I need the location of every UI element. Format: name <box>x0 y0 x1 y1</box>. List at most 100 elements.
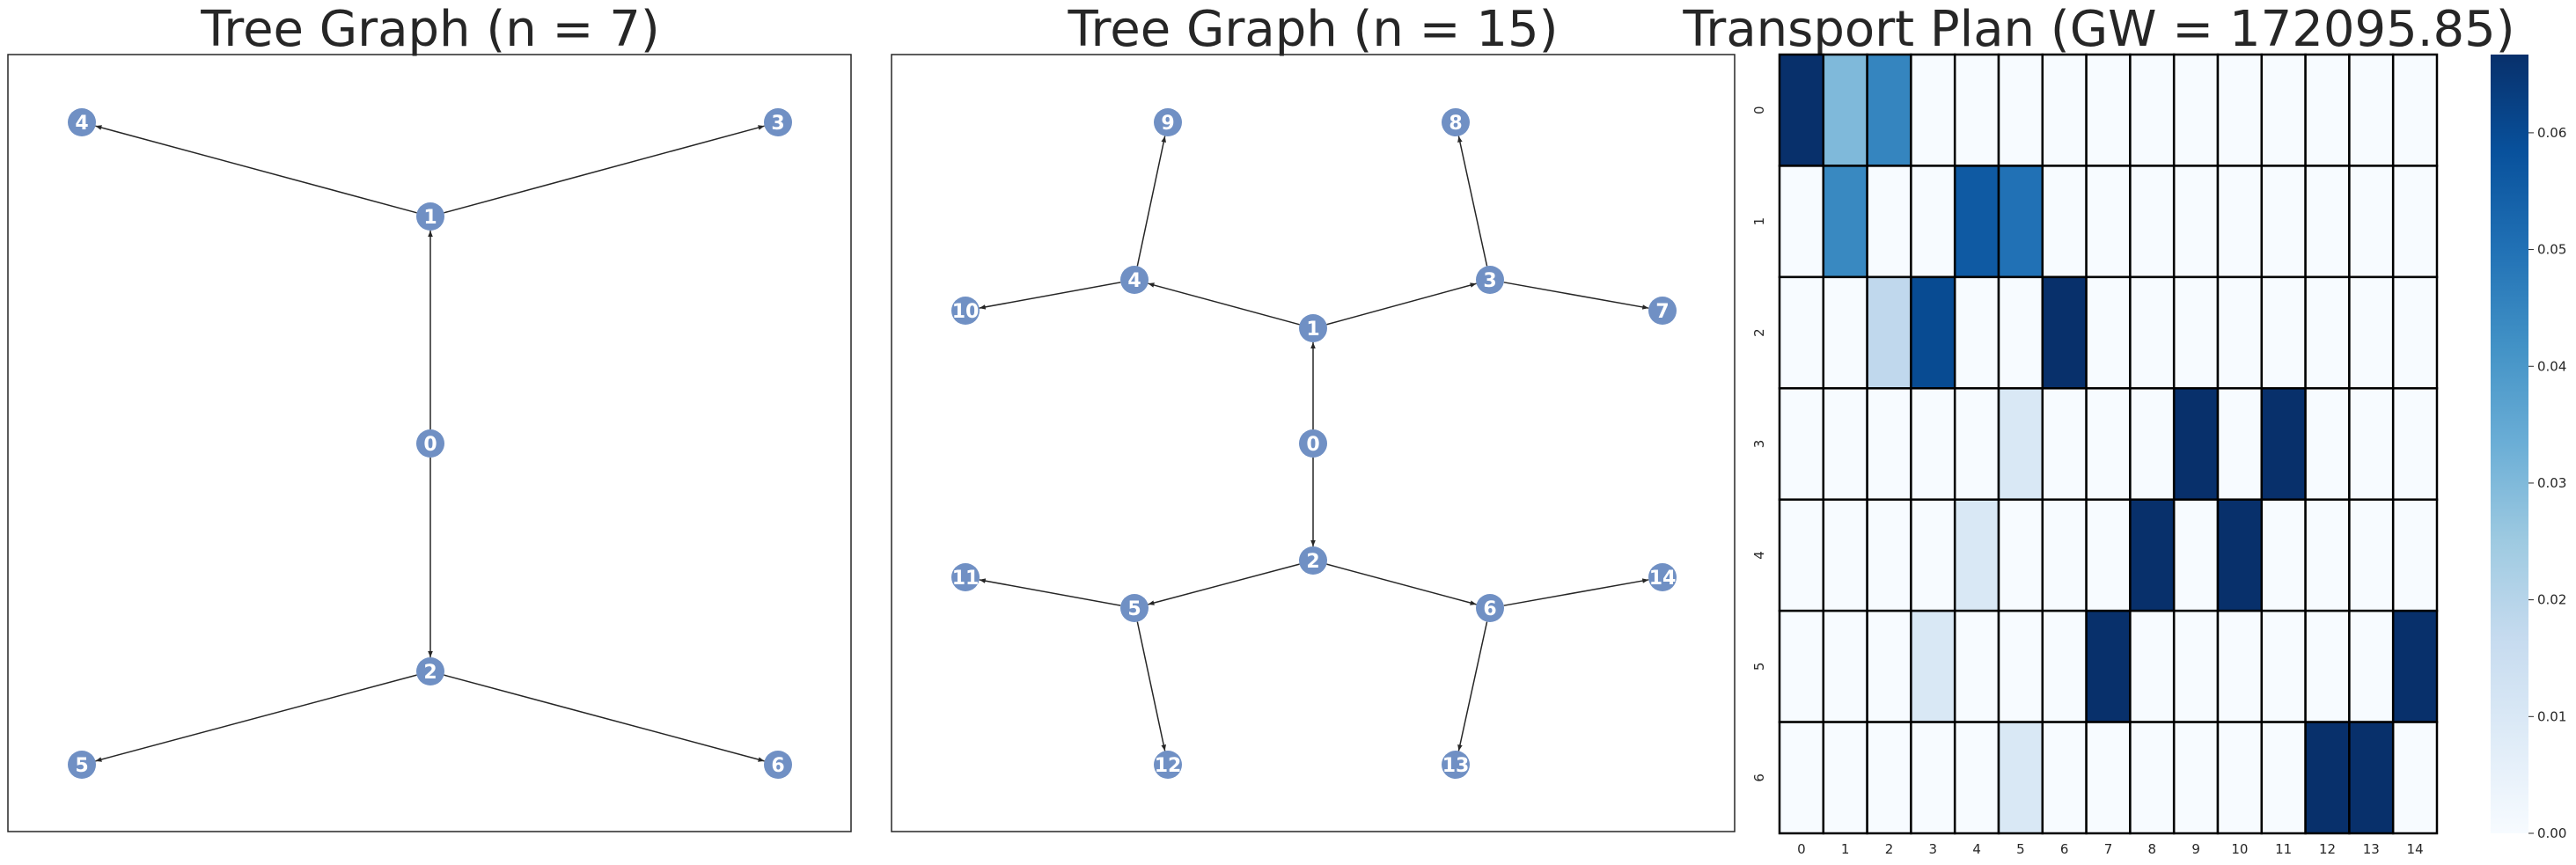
tree15-node-9-circle <box>1154 108 1182 136</box>
heatmap-x-tick-label: 0 <box>1797 841 1806 857</box>
heatmap-cell-1-0 <box>1778 165 1825 279</box>
tree7-node-3: 3 <box>764 108 792 136</box>
heatmap-cell-2-10 <box>2216 275 2264 390</box>
heatmap-cell-6-3 <box>1910 721 1956 835</box>
heatmap-cell-6-9 <box>2172 721 2220 835</box>
heatmap-y-tick-label: 5 <box>1751 663 1767 671</box>
colorbar <box>2491 55 2528 833</box>
tree7-node-1-circle <box>416 202 444 231</box>
tree15-node-6-circle <box>1476 594 1504 622</box>
heatmap-cell-3-14 <box>2391 387 2439 501</box>
heatmap-cell-4-7 <box>2085 498 2132 612</box>
tree15-node-12-label: 12 <box>1155 755 1182 777</box>
tree15-node-13-circle <box>1442 751 1470 779</box>
tree7-node-4-circle <box>68 108 96 136</box>
heatmap-cell-5-3 <box>1910 609 1956 723</box>
heatmap-cell-1-14 <box>2391 165 2439 279</box>
heatmap-y-ticks: 0 1 2 3 4 5 6 <box>1751 106 1767 781</box>
heatmap-cell-5-0 <box>1778 609 1825 723</box>
tree15-node-11-label: 11 <box>952 568 980 590</box>
heatmap-cell-4-13 <box>2348 498 2395 612</box>
tree7-node-3-circle <box>764 108 792 136</box>
heatmap-cell-5-4 <box>1953 609 2000 723</box>
tree15-node-2-circle <box>1299 546 1327 575</box>
tree15-edge-4-10 <box>979 282 1121 310</box>
heatmap-cell-1-8 <box>2129 165 2176 279</box>
heatmap-cell-3-13 <box>2348 387 2395 501</box>
heatmap-cell-2-9 <box>2172 275 2220 390</box>
heatmap-cell-6-13 <box>2348 721 2395 835</box>
heatmap-cell-3-5 <box>1997 387 2044 501</box>
tree-graph-15-edges <box>979 136 1649 751</box>
tree-graph-7-panel: Tree Graph (n = 7) 0 1 2 3 4 5 6 <box>7 1 852 832</box>
heatmap-cell-4-8 <box>2129 498 2176 612</box>
heatmap-y-tick-label: 3 <box>1751 440 1767 449</box>
heatmap-cell-3-1 <box>1822 387 1868 501</box>
heatmap-cell-6-0 <box>1778 721 1825 835</box>
heatmap-cell-0-10 <box>2216 53 2264 167</box>
tree15-node-10-circle <box>951 297 980 325</box>
heatmap-cell-2-13 <box>2348 275 2395 390</box>
tree15-node-9: 9 <box>1154 108 1182 136</box>
heatmap-cell-4-9 <box>2172 498 2220 612</box>
tree7-node-2-label: 2 <box>423 662 437 684</box>
heatmap-cell-0-1 <box>1822 53 1868 167</box>
heatmap-cell-3-12 <box>2304 387 2351 501</box>
tree15-edge-1-4 <box>1148 282 1300 326</box>
tree15-node-5-label: 5 <box>1127 598 1141 620</box>
heatmap-x-tick-label: 9 <box>2191 841 2200 857</box>
heatmap-cell-5-9 <box>2172 609 2220 723</box>
tree7-edge-1-4 <box>95 125 417 214</box>
heatmap-cell-2-0 <box>1778 275 1825 390</box>
heatmap-y-tick-label: 1 <box>1751 217 1767 226</box>
heatmap-cells <box>1778 53 2439 835</box>
tree7-edge-1-3 <box>444 125 765 214</box>
tree7-node-0-label: 0 <box>423 434 437 456</box>
tree15-edge-6-13 <box>1457 621 1488 751</box>
heatmap-cell-5-6 <box>2041 609 2088 723</box>
tree7-node-4-label: 4 <box>75 113 88 135</box>
heatmap-cell-4-10 <box>2216 498 2264 612</box>
tree7-edge-2-6 <box>444 674 765 762</box>
heatmap-cell-6-8 <box>2129 721 2176 835</box>
tree15-node-13: 13 <box>1442 751 1470 779</box>
heatmap-cell-1-7 <box>2085 165 2132 279</box>
tree7-node-3-label: 3 <box>771 113 784 135</box>
tree15-node-8: 8 <box>1442 108 1470 136</box>
heatmap-cell-2-1 <box>1822 275 1868 390</box>
tree15-node-6-label: 6 <box>1483 598 1496 620</box>
heatmap-cell-1-9 <box>2172 165 2220 279</box>
tree15-node-12-circle <box>1154 751 1182 779</box>
colorbar-tick-label: 0.00 <box>2537 825 2566 841</box>
heatmap-cell-6-2 <box>1866 721 1912 835</box>
tree7-node-2: 2 <box>416 657 444 685</box>
heatmap-cell-1-13 <box>2348 165 2395 279</box>
tree-graph-15-title: Tree Graph (n = 15) <box>1067 1 1558 58</box>
heatmap-cell-4-14 <box>2391 498 2439 612</box>
tree15-edge-5-12 <box>1136 621 1166 751</box>
heatmap-cell-2-5 <box>1997 275 2044 390</box>
heatmap-cell-4-2 <box>1866 498 1912 612</box>
heatmap-cell-4-11 <box>2260 498 2307 612</box>
tree15-edge-3-7 <box>1503 282 1649 310</box>
tree15-edge-5-11 <box>979 578 1121 606</box>
heatmap-cell-6-14 <box>2391 721 2439 835</box>
heatmap-cell-2-11 <box>2260 275 2307 390</box>
heatmap-cell-1-6 <box>2041 165 2088 279</box>
heatmap-cell-1-10 <box>2216 165 2264 279</box>
tree7-node-6-label: 6 <box>771 755 784 777</box>
heatmap-cell-6-6 <box>2041 721 2088 835</box>
heatmap-cell-1-1 <box>1822 165 1868 279</box>
tree7-node-1-label: 1 <box>423 207 437 229</box>
heatmap-cell-3-10 <box>2216 387 2264 501</box>
tree15-edge-3-8 <box>1457 136 1488 267</box>
heatmap-cell-4-6 <box>2041 498 2088 612</box>
heatmap-cell-4-5 <box>1997 498 2044 612</box>
heatmap-cell-3-7 <box>2085 387 2132 501</box>
heatmap-x-tick-label: 14 <box>2407 841 2424 857</box>
heatmap-x-tick-label: 6 <box>2060 841 2069 857</box>
tree15-node-4-circle <box>1120 266 1149 294</box>
tree15-node-8-label: 8 <box>1449 113 1462 135</box>
